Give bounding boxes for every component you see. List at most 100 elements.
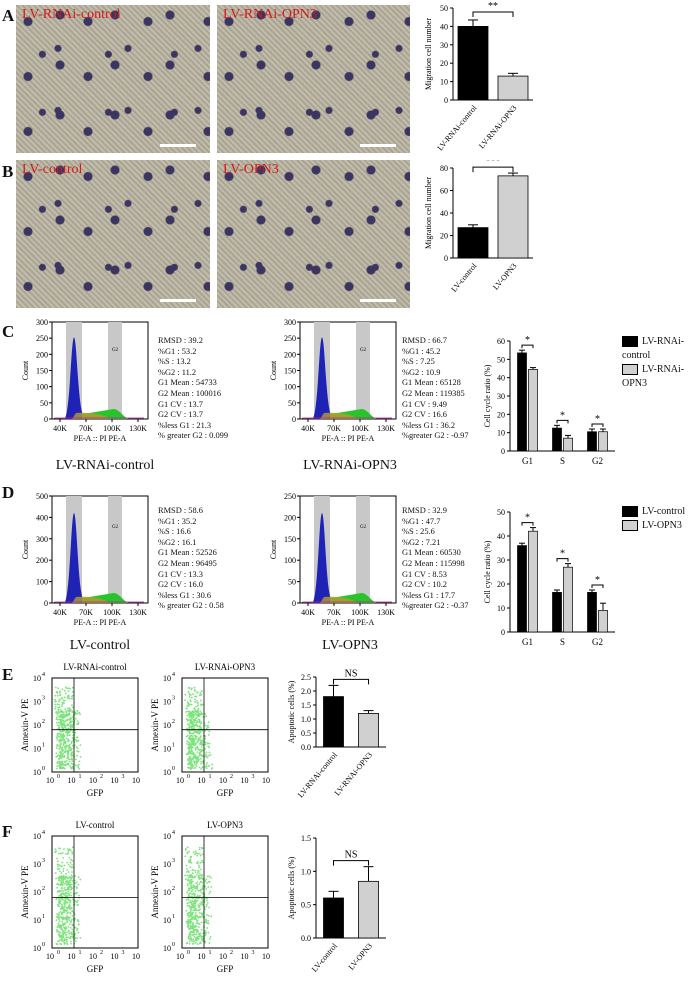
x-tick-label: 70K (327, 608, 341, 617)
y-tick-label: 10 (33, 745, 41, 754)
x-tick-exponent: 3 (252, 950, 255, 956)
x-tick-label: 10 (68, 776, 76, 785)
s-phase-area (320, 596, 358, 603)
bar (528, 369, 538, 452)
y-tick-label: 10 (33, 832, 41, 841)
y-tick-label: 0.0 (301, 743, 311, 752)
x-tick-label: 10 (262, 776, 270, 785)
y-tick-label: 30 (497, 392, 505, 401)
x-tick-label: 40K (53, 424, 67, 433)
bar (563, 566, 573, 633)
y-tick-label: 0.0 (301, 934, 311, 943)
plot-title: LV-RNAi-control (63, 662, 127, 672)
y-tick-label: 20 (497, 580, 505, 589)
legend-c: LV-RNAi-control LV-RNAi-OPN3 (622, 335, 700, 391)
x-tick-exponent: 0 (57, 950, 60, 956)
y-tick-label: 10 (440, 78, 448, 87)
bar (598, 610, 608, 633)
bar-chart-a: 0 10 20 30 40 50 Migration cell number LV-RNAi-… (424, 1, 533, 153)
x-tick-exponent: 1 (209, 774, 212, 780)
y-tick-exponent: 3 (42, 696, 45, 702)
x-tick-label: 70K (79, 424, 93, 433)
y-tick-label: 1.5 (301, 701, 311, 710)
x-tick-exponent: 1 (209, 950, 212, 956)
event-dots (184, 846, 213, 946)
micrograph-a-control: LV-RNAi-control (16, 5, 210, 153)
significance-bracket (333, 860, 369, 866)
y-tick-label: 60 (497, 337, 505, 346)
y-tick-label: 10 (33, 916, 41, 925)
significance-label: * (525, 513, 530, 524)
y-tick-label: 250 (284, 334, 296, 343)
gate-label: G2 (360, 525, 367, 530)
y-tick-label: 10 (33, 698, 41, 707)
x-axis-label: PE-A :: PI PE-A (322, 434, 375, 443)
bar (552, 427, 562, 452)
x-tick-exponent: 3 (252, 774, 255, 780)
y-tick-label: 1.0 (301, 715, 311, 724)
stats-text: RMSD : 58.6 %G1 : 35.2 %S : 16.6 %G2 : 1… (158, 506, 224, 611)
bar (457, 25, 489, 101)
panel-letter-e: E (2, 665, 14, 684)
x-tick-label: 10 (89, 952, 97, 961)
y-axis-label: Annexin-V PE (150, 698, 160, 752)
x-tick-label: 10 (219, 952, 227, 961)
y-tick-label: 1.5 (301, 834, 311, 843)
y-tick-exponent: 4 (42, 672, 45, 678)
y-axis-label: Cell cycle ratio (%) (483, 364, 492, 427)
micrograph-label: LV-OPN3 (223, 162, 279, 177)
y-tick-label: 400 (36, 513, 48, 522)
panel-letter-f: F (2, 822, 13, 841)
micrograph-label: LV-RNAi-control (22, 7, 121, 22)
x-tick-label: G1 (522, 456, 533, 466)
micrograph-label: LV-RNAi-OPN3 (223, 7, 317, 22)
y-tick-label: 0 (44, 599, 48, 608)
y-axis-label: Count (269, 360, 278, 380)
legend-item: LV-RNAi-control (622, 335, 700, 363)
bar-chart-f: 0.0 0.5 1.0 1.5 Apoptotic cells (%) LV-contro… (287, 834, 386, 974)
y-tick-label: 40 (497, 374, 505, 383)
x-tick-exponent: 0 (57, 774, 60, 780)
x-tick-label: 130K (129, 424, 147, 433)
y-tick-label: 0 (44, 415, 48, 424)
bar (517, 545, 527, 633)
y-tick-label: 500 (36, 492, 48, 501)
y-axis-label: Count (269, 539, 278, 559)
y-axis-label: Migration cell number (424, 177, 433, 249)
bar (358, 880, 379, 939)
y-tick-label: 10 (163, 745, 171, 754)
y-tick-label: 200 (36, 556, 48, 565)
x-tick-label: 40K (301, 424, 315, 433)
y-axis-label: Count (21, 539, 30, 559)
x-tick-exponent: 2 (230, 950, 233, 956)
panel-letter-c: C (2, 322, 15, 341)
legend-label: LV-OPN3 (642, 520, 682, 531)
bar (497, 75, 529, 101)
y-tick-label: 10 (33, 860, 41, 869)
x-tick-exponent: 0 (187, 774, 190, 780)
y-axis-label: Apoptotic cells (%) (287, 856, 296, 919)
x-tick-label: 10 (132, 776, 140, 785)
g1-peak (312, 513, 332, 603)
y-tick-exponent: 4 (42, 830, 45, 836)
bar-chart-e: 0.0 0.5 1.0 1.5 2.0 2.5 Apoptotic cells (%) LV-… (287, 668, 386, 799)
y-tick-label: 20 (440, 232, 448, 241)
legend-label: LV-control (642, 506, 686, 517)
x-tick-label: LV-RNAi-control (435, 103, 479, 153)
y-tick-label: 10 (33, 768, 41, 777)
bar-chart-c: 0 10 20 30 40 50 60 Cell cycle ratio (%) * G1 * S * G… (483, 335, 615, 466)
significance-label: NS (345, 668, 358, 679)
y-tick-label: 10 (163, 698, 171, 707)
x-tick-label: 10 (68, 952, 76, 961)
x-axis-label: GFP (87, 788, 104, 798)
scale-bar (160, 299, 196, 302)
y-tick-label: 150 (36, 367, 48, 376)
significance-bracket (591, 423, 604, 427)
bar (323, 696, 344, 748)
x-tick-label: S (560, 456, 565, 466)
legend-label: LV-RNAi-control (622, 336, 685, 361)
y-tick-label: 0 (501, 447, 505, 456)
y-tick-exponent: 0 (172, 942, 175, 948)
